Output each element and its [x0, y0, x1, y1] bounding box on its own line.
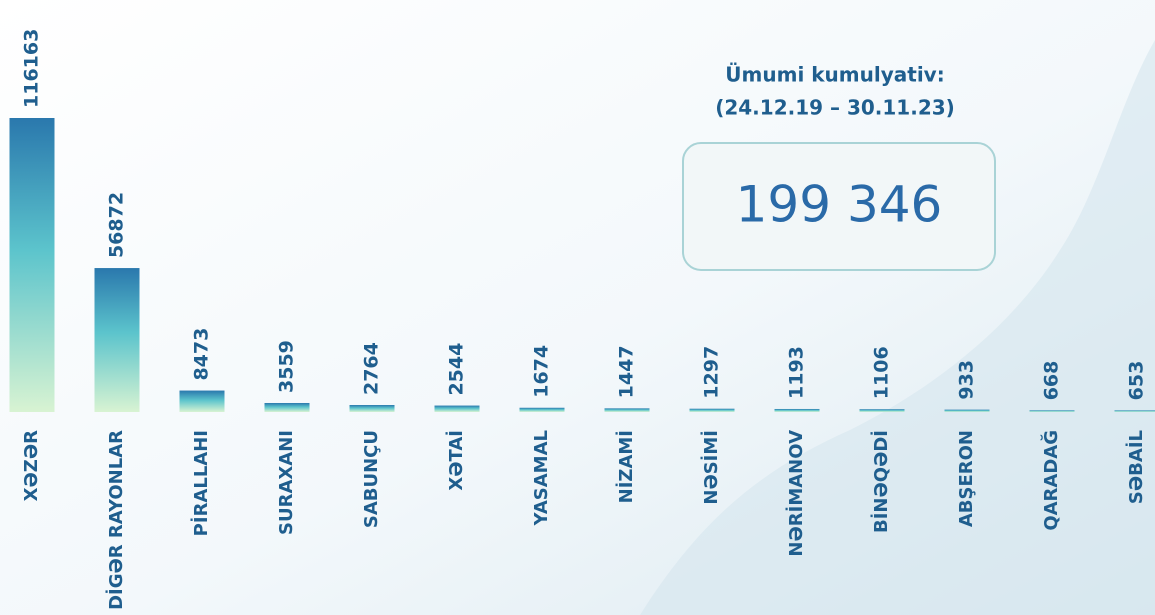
bar: [519, 407, 565, 412]
x-tick-label: YASAMAL: [531, 430, 552, 526]
bar: [689, 408, 735, 412]
bar: [859, 409, 905, 412]
value-label: 2544: [446, 343, 468, 396]
x-tick-label: SABUNÇU: [361, 430, 382, 528]
x-tick-label: DİGƏR RAYONLAR: [105, 430, 127, 610]
value-label: 116163: [21, 29, 43, 108]
value-label: 1674: [531, 345, 553, 398]
x-tick-label: BİNƏQƏDİ: [870, 430, 892, 533]
bar: [774, 408, 820, 412]
total-box: [682, 142, 996, 271]
bar: [9, 118, 55, 412]
bar: [94, 268, 140, 412]
value-label: 56872: [106, 192, 128, 258]
value-label: 1193: [786, 346, 808, 399]
map-shape: [640, 40, 1155, 615]
bar: [604, 408, 650, 412]
value-label: 653: [1126, 361, 1148, 401]
value-label: 3559: [276, 340, 298, 393]
x-tick-label: QARADAĞ: [1040, 430, 1062, 531]
bar: [1029, 410, 1075, 412]
x-tick-label: NİZAMİ: [615, 430, 637, 503]
annotation-period: (24.12.19 – 30.11.23): [715, 96, 955, 120]
x-tick-label: NƏRİMANOV: [785, 430, 807, 557]
value-label: 2764: [361, 342, 383, 395]
value-label: 8473: [191, 328, 213, 381]
x-tick-label: PİRALLAHI: [190, 430, 212, 536]
bar: [349, 405, 395, 412]
bar: [944, 409, 990, 412]
bar: [434, 405, 480, 412]
value-label: 668: [1041, 361, 1063, 401]
x-tick-label: XƏTAİ: [445, 430, 467, 491]
value-label: 1297: [701, 346, 723, 399]
x-tick-label: NƏSİMİ: [700, 430, 722, 505]
value-label: 1447: [616, 345, 638, 398]
value-label: 1106: [871, 346, 893, 399]
x-tick-label: ABŞERON: [956, 430, 977, 527]
bar: [179, 390, 225, 412]
value-label: 933: [956, 360, 978, 400]
annotation-title: Ümumi kumulyativ:: [725, 63, 944, 87]
bar: [264, 402, 310, 412]
x-tick-label: XƏZƏR: [21, 430, 42, 501]
total-value: 199 346: [736, 176, 943, 234]
x-tick-label: SURAXANI: [276, 430, 297, 535]
bar: [1114, 410, 1155, 412]
x-tick-label: SƏBAİL: [1125, 430, 1147, 504]
